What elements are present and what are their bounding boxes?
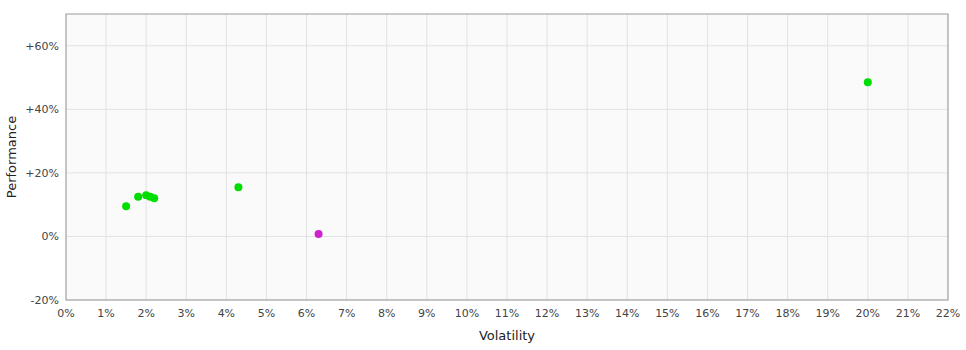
- chart-container: 0% 1% 2% 3% 4% 5% 6% 7% 8% 9% 10% 11% 12% 13% 14% 15% 16…: [0, 0, 966, 350]
- x-tick-label: 10%: [455, 307, 479, 320]
- grid: [66, 14, 948, 300]
- x-tick-label: 18%: [775, 307, 799, 320]
- grid-line-x: [747, 14, 748, 300]
- x-tick-label: 6%: [298, 307, 315, 320]
- grid-line-y: [66, 172, 948, 173]
- scatter-point: [150, 194, 158, 202]
- x-tick-label: 20%: [856, 307, 880, 320]
- grid-line-y: [66, 109, 948, 110]
- x-tick-label: 2%: [137, 307, 154, 320]
- grid-line-x: [627, 14, 628, 300]
- scatter-point: [315, 230, 323, 238]
- x-tick-label: 9%: [418, 307, 435, 320]
- grid-line-x: [186, 14, 187, 300]
- grid-line-x: [827, 14, 828, 300]
- x-tick-label: 21%: [896, 307, 920, 320]
- x-tick-label: 17%: [735, 307, 759, 320]
- grid-line-y: [66, 45, 948, 46]
- grid-line-x: [106, 14, 107, 300]
- x-tick-label: 1%: [97, 307, 114, 320]
- grid-line-x: [226, 14, 227, 300]
- x-tick-label: 0%: [57, 307, 74, 320]
- grid-line-x: [266, 14, 267, 300]
- grid-line-y: [66, 236, 948, 237]
- grid-line-x: [346, 14, 347, 300]
- grid-line-x: [386, 14, 387, 300]
- x-tick-label: 7%: [338, 307, 355, 320]
- scatter-point: [122, 202, 130, 210]
- grid-line-x: [507, 14, 508, 300]
- grid-line-x: [907, 14, 908, 300]
- x-tick-label: 11%: [495, 307, 519, 320]
- x-tick-label: 14%: [615, 307, 639, 320]
- y-tick-label: +20%: [25, 167, 59, 180]
- x-tick-label: 22%: [936, 307, 960, 320]
- x-tick-label: 15%: [655, 307, 679, 320]
- scatter-point: [134, 193, 142, 201]
- grid-line-x: [466, 14, 467, 300]
- grid-line-x: [547, 14, 548, 300]
- plot-frame: [66, 14, 948, 300]
- grid-line-x: [867, 14, 868, 300]
- x-axis-label: Volatility: [479, 328, 535, 343]
- y-tick-label: 0%: [42, 230, 59, 243]
- x-tick-label: 8%: [378, 307, 395, 320]
- y-tick-label: +40%: [25, 103, 59, 116]
- grid-line-x: [587, 14, 588, 300]
- x-tick-label: 12%: [535, 307, 559, 320]
- grid-line-x: [707, 14, 708, 300]
- points: [122, 78, 872, 238]
- chart-svg: 0% 1% 2% 3% 4% 5% 6% 7% 8% 9% 10% 11% 12% 13% 14% 15% 16…: [0, 0, 966, 350]
- x-tick-label: 5%: [258, 307, 275, 320]
- grid-line-x: [667, 14, 668, 300]
- tick-labels: 0% 1% 2% 3% 4% 5% 6% 7% 8% 9% 10% 11% 12% 13% 14% 15% 16…: [25, 40, 960, 320]
- y-axis-label: Performance: [4, 116, 19, 198]
- grid-line-x: [787, 14, 788, 300]
- grid-line-x: [426, 14, 427, 300]
- plot-background: [66, 14, 948, 300]
- x-tick-label: 3%: [178, 307, 195, 320]
- x-tick-label: 16%: [695, 307, 719, 320]
- scatter-point: [864, 78, 872, 86]
- y-tick-label: +60%: [25, 40, 59, 53]
- x-tick-label: 4%: [218, 307, 235, 320]
- grid-line-x: [146, 14, 147, 300]
- grid-line-x: [306, 14, 307, 300]
- x-tick-label: 13%: [575, 307, 599, 320]
- scatter-point: [234, 183, 242, 191]
- y-tick-label: -20%: [31, 294, 59, 307]
- x-tick-label: 19%: [816, 307, 840, 320]
